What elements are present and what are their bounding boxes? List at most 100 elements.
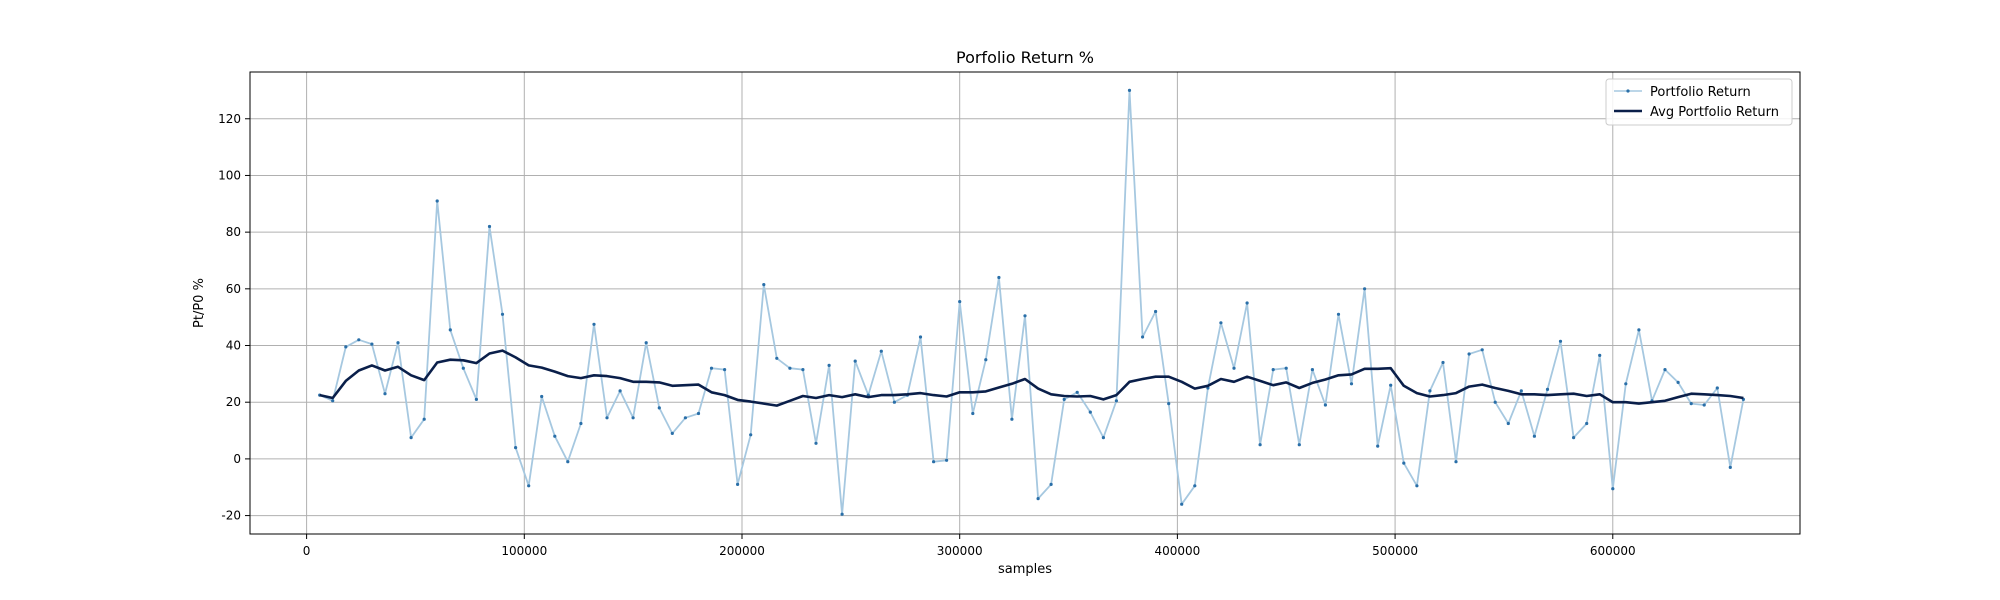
portfolio-return-point xyxy=(1415,484,1418,487)
portfolio-return-point xyxy=(1481,348,1484,351)
portfolio-return-point xyxy=(1533,435,1536,438)
portfolio-return-point xyxy=(1219,321,1222,324)
portfolio-return-point xyxy=(501,313,504,316)
portfolio-return-point xyxy=(592,323,595,326)
portfolio-return-point xyxy=(1102,436,1105,439)
portfolio-return-point xyxy=(971,412,974,415)
portfolio-return-point xyxy=(1703,403,1706,406)
portfolio-return-point xyxy=(488,225,491,228)
portfolio-return-point xyxy=(1023,314,1026,317)
y-tick-label: 100 xyxy=(218,168,241,182)
portfolio-return-point xyxy=(1611,487,1614,490)
y-tick-label: 60 xyxy=(226,282,241,296)
portfolio-return-point xyxy=(919,335,922,338)
portfolio-return-point xyxy=(997,276,1000,279)
x-tick-label: 200000 xyxy=(719,544,765,558)
portfolio-return-point xyxy=(762,283,765,286)
portfolio-return-point xyxy=(383,392,386,395)
portfolio-return-point xyxy=(1167,402,1170,405)
portfolio-return-point xyxy=(775,357,778,360)
portfolio-return-point xyxy=(749,433,752,436)
portfolio-return-point xyxy=(1180,503,1183,506)
portfolio-return-point xyxy=(801,368,804,371)
portfolio-return-point xyxy=(1141,335,1144,338)
portfolio-return-point xyxy=(579,422,582,425)
portfolio-return-point xyxy=(1285,367,1288,370)
portfolio-return-point xyxy=(958,300,961,303)
portfolio-return-point xyxy=(475,398,478,401)
portfolio-return-point xyxy=(1050,483,1053,486)
legend-avg-label: Avg Portfolio Return xyxy=(1650,105,1779,120)
portfolio-return-point xyxy=(1402,462,1405,465)
portfolio-return-point xyxy=(945,459,948,462)
y-tick-label: 0 xyxy=(233,452,241,466)
portfolio-return-point xyxy=(553,435,556,438)
portfolio-return-point xyxy=(671,432,674,435)
portfolio-return-point xyxy=(828,364,831,367)
portfolio-return-point xyxy=(684,416,687,419)
portfolio-return-point xyxy=(1520,389,1523,392)
x-axis-label: samples xyxy=(998,562,1052,577)
portfolio-return-point xyxy=(1376,445,1379,448)
portfolio-return-point xyxy=(1298,443,1301,446)
y-axis-label: Pt/P0 % xyxy=(192,278,207,328)
portfolio-return-point xyxy=(632,416,635,419)
portfolio-return-point xyxy=(1441,361,1444,364)
legend-portfolio-label: Portfolio Return xyxy=(1650,85,1751,100)
portfolio-return-point xyxy=(697,412,700,415)
portfolio-return-point xyxy=(736,483,739,486)
legend: Portfolio Return Avg Portfolio Return xyxy=(1606,79,1792,125)
portfolio-return-point xyxy=(410,436,413,439)
portfolio-return-point xyxy=(1193,484,1196,487)
portfolio-return-point xyxy=(814,442,817,445)
portfolio-return-point xyxy=(423,418,426,421)
portfolio-return-point xyxy=(566,460,569,463)
portfolio-return-point xyxy=(1337,313,1340,316)
portfolio-return-point xyxy=(658,406,661,409)
x-tick-label: 0 xyxy=(303,544,311,558)
portfolio-return-point xyxy=(1468,352,1471,355)
portfolio-return-point xyxy=(1716,386,1719,389)
portfolio-return-point xyxy=(723,368,726,371)
portfolio-return-point xyxy=(1311,368,1314,371)
portfolio-return-point xyxy=(1637,328,1640,331)
portfolio-return-point xyxy=(1624,382,1627,385)
portfolio-return-point xyxy=(1350,382,1353,385)
portfolio-return-point xyxy=(854,360,857,363)
portfolio-return-point xyxy=(1677,381,1680,384)
x-tick-label: 600000 xyxy=(1590,544,1636,558)
x-tick-label: 100000 xyxy=(501,544,547,558)
portfolio-return-point xyxy=(1585,422,1588,425)
portfolio-return-point xyxy=(841,513,844,516)
portfolio-return-point xyxy=(514,446,517,449)
portfolio-return-point xyxy=(1546,388,1549,391)
portfolio-return-point xyxy=(1507,422,1510,425)
portfolio-return-point xyxy=(436,199,439,202)
portfolio-return-point xyxy=(1246,301,1249,304)
portfolio-return-point xyxy=(1128,89,1131,92)
portfolio-return-point xyxy=(462,367,465,370)
y-tick-label: 80 xyxy=(226,225,241,239)
portfolio-return-point xyxy=(1598,354,1601,357)
portfolio-return-point xyxy=(880,350,883,353)
portfolio-return-point xyxy=(1572,436,1575,439)
y-tick-label: 120 xyxy=(218,112,241,126)
portfolio-return-point xyxy=(1428,389,1431,392)
portfolio-return-point xyxy=(1232,367,1235,370)
portfolio-return-point xyxy=(1559,340,1562,343)
portfolio-return-point xyxy=(932,460,935,463)
portfolio-return-point xyxy=(893,401,896,404)
portfolio-return-point xyxy=(1663,368,1666,371)
portfolio-return-point xyxy=(357,338,360,341)
portfolio-return-point xyxy=(1324,403,1327,406)
portfolio-return-point xyxy=(1729,466,1732,469)
portfolio-return-point xyxy=(370,343,373,346)
portfolio-return-point xyxy=(540,395,543,398)
portfolio-return-point xyxy=(1272,368,1275,371)
portfolio-return-point xyxy=(1454,460,1457,463)
x-tick-label: 400000 xyxy=(1154,544,1200,558)
portfolio-return-point xyxy=(396,341,399,344)
portfolio-return-point xyxy=(788,367,791,370)
portfolio-return-point xyxy=(710,367,713,370)
